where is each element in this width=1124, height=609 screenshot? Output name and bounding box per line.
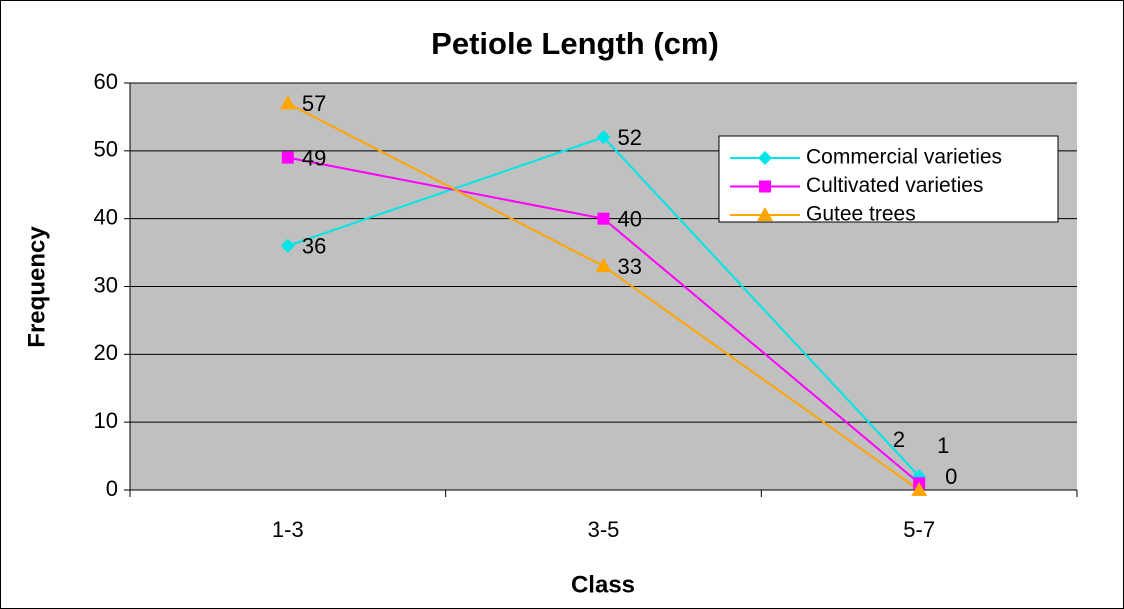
marker <box>281 151 294 164</box>
legend-box <box>718 135 1059 223</box>
y-tick-label: 0 <box>106 476 118 501</box>
legend-label: Gutee trees <box>806 203 916 226</box>
marker <box>596 130 611 145</box>
marker <box>911 482 928 496</box>
marker <box>280 238 295 253</box>
x-tick-label: 1-3 <box>272 517 304 542</box>
data-label: 36 <box>302 234 326 259</box>
y-tick-label: 30 <box>94 272 118 297</box>
x-tick-label: 3-5 <box>588 517 620 542</box>
marker <box>597 212 610 225</box>
x-axis-title: Class <box>571 571 635 598</box>
legend: Commercial varieties Cultivated varieties… <box>718 135 1059 226</box>
legend-marker <box>758 151 772 165</box>
data-label: 40 <box>618 206 642 231</box>
legend-label: Cultivated varieties <box>806 174 983 197</box>
data-label: 52 <box>618 125 642 150</box>
y-tick-label: 40 <box>94 204 118 229</box>
chart-title: Petiole Length (cm) <box>431 26 719 61</box>
legend-marker <box>759 180 771 193</box>
y-tick-label: 60 <box>94 69 118 94</box>
y-axis-title: Frequency <box>23 226 50 348</box>
data-label: 57 <box>302 91 326 116</box>
y-tick-label: 50 <box>94 137 118 162</box>
data-label: 49 <box>302 145 326 170</box>
legend-marker <box>757 207 773 221</box>
y-tick-label: 10 <box>94 408 118 433</box>
data-label: 1 <box>937 433 949 458</box>
data-label: 2 <box>893 427 905 452</box>
marker <box>279 95 296 110</box>
x-tick-label: 5-7 <box>903 517 935 542</box>
marker <box>595 258 612 273</box>
y-tick-label: 20 <box>94 340 118 365</box>
data-label: 0 <box>945 464 957 489</box>
data-label: 33 <box>618 254 642 279</box>
legend-label: Commercial varieties <box>806 146 1002 169</box>
